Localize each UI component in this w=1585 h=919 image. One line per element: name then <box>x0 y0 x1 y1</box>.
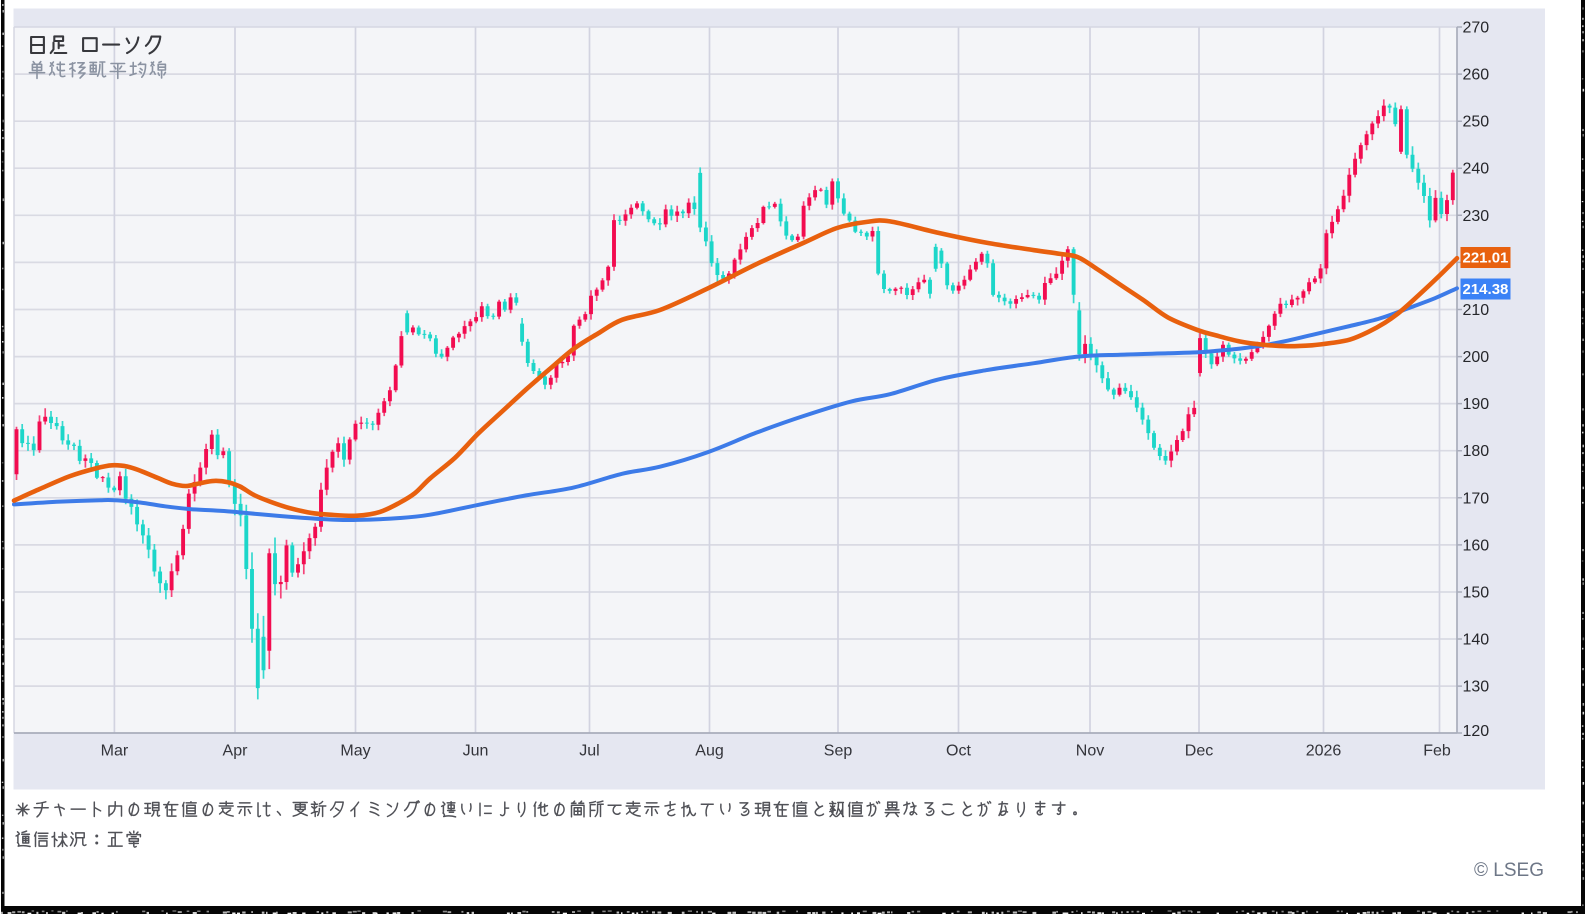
svg-text:Nov: Nov <box>1076 743 1104 760</box>
svg-text:200: 200 <box>1463 349 1490 366</box>
svg-text:Feb: Feb <box>1423 743 1451 760</box>
svg-text:190: 190 <box>1463 396 1490 413</box>
svg-text:Mar: Mar <box>101 743 129 760</box>
svg-text:120: 120 <box>1463 723 1490 740</box>
svg-text:240: 240 <box>1463 161 1490 178</box>
svg-text:150: 150 <box>1463 585 1490 602</box>
svg-text:221.01: 221.01 <box>1463 250 1509 267</box>
svg-text:© LSEG: © LSEG <box>1474 860 1544 881</box>
svg-text:160: 160 <box>1463 537 1490 554</box>
svg-text:Dec: Dec <box>1185 743 1213 760</box>
svg-text:Oct: Oct <box>946 743 971 760</box>
svg-text:230: 230 <box>1463 208 1490 225</box>
svg-text:140: 140 <box>1463 632 1490 649</box>
svg-text:Sep: Sep <box>824 743 853 760</box>
svg-text:210: 210 <box>1463 302 1490 319</box>
svg-text:170: 170 <box>1463 490 1490 507</box>
svg-text:260: 260 <box>1463 67 1490 84</box>
svg-text:Aug: Aug <box>695 743 723 760</box>
svg-text:250: 250 <box>1463 114 1490 131</box>
svg-text:Apr: Apr <box>223 743 249 760</box>
svg-text:214.38: 214.38 <box>1463 281 1509 298</box>
svg-text:130: 130 <box>1463 679 1490 696</box>
svg-text:Jul: Jul <box>579 743 599 760</box>
svg-text:270: 270 <box>1463 20 1490 37</box>
svg-text:2026: 2026 <box>1306 743 1342 760</box>
svg-text:May: May <box>340 743 370 760</box>
svg-text:180: 180 <box>1463 443 1490 460</box>
svg-text:Jun: Jun <box>463 743 489 760</box>
